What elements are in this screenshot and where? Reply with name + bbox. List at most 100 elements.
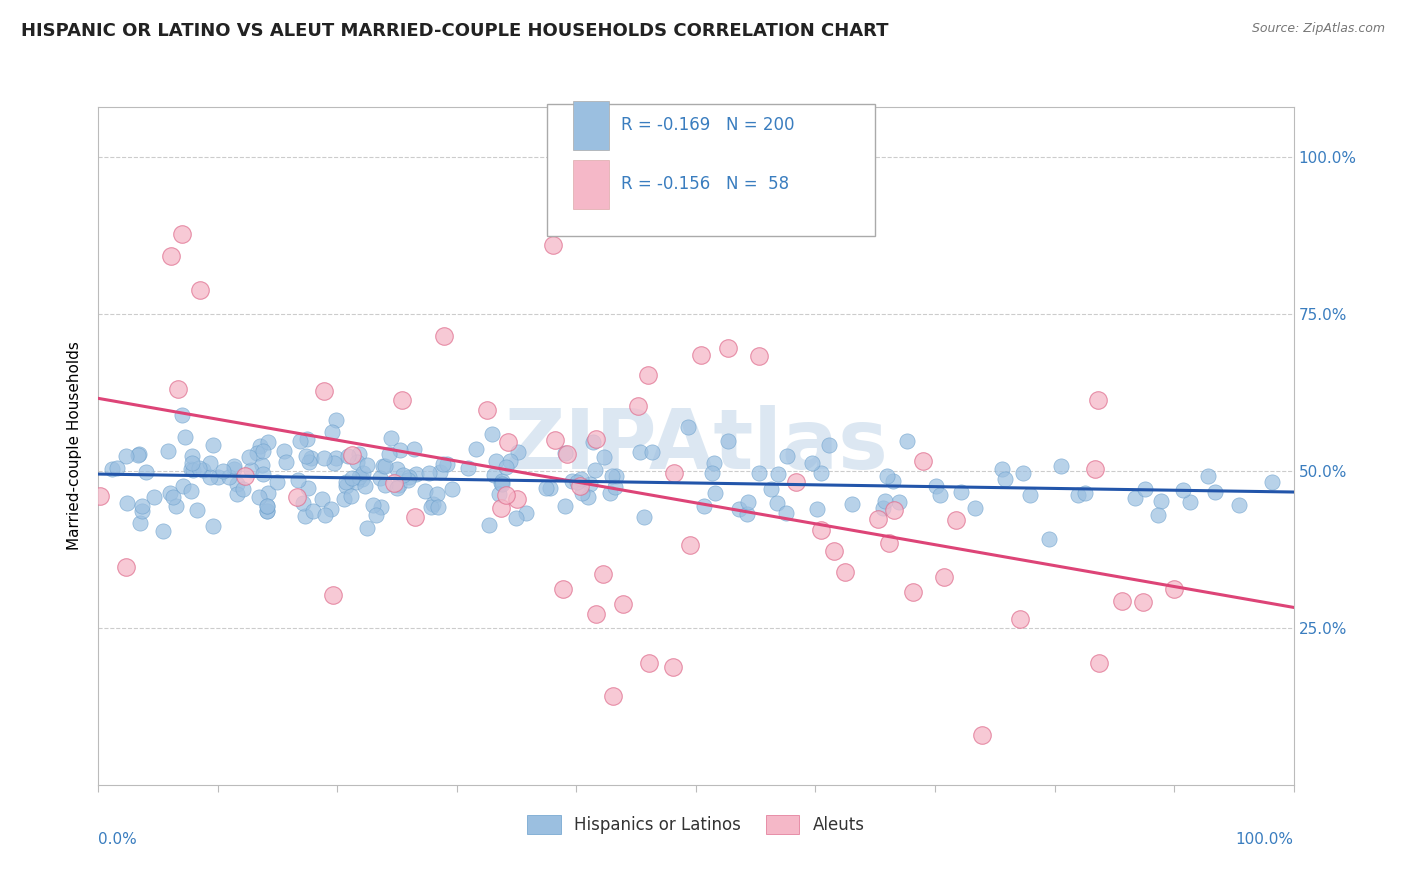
Point	[298, 455, 321, 469]
Point	[638, 657, 661, 671]
Point	[302, 504, 325, 518]
Point	[583, 463, 606, 477]
Point	[340, 489, 363, 503]
Point	[181, 462, 204, 476]
Point	[766, 467, 789, 481]
Point	[737, 495, 759, 509]
Point	[352, 472, 374, 486]
Point	[233, 469, 256, 483]
Point	[218, 470, 240, 484]
Point	[405, 467, 427, 481]
Point	[498, 454, 520, 468]
Point	[1111, 594, 1133, 608]
Point	[489, 500, 512, 515]
Point	[868, 511, 890, 525]
Point	[1171, 483, 1194, 497]
Point	[232, 482, 254, 496]
Point	[368, 471, 391, 485]
Point	[925, 479, 948, 493]
Point	[325, 413, 347, 427]
Point	[312, 384, 335, 398]
Point	[266, 475, 288, 490]
Point	[374, 458, 396, 473]
Point	[872, 501, 894, 516]
Point	[226, 486, 249, 500]
Point	[335, 478, 357, 492]
Point	[335, 475, 357, 489]
Point	[896, 434, 918, 448]
Point	[578, 477, 600, 491]
Point	[250, 458, 273, 472]
Point	[633, 509, 655, 524]
Point	[506, 492, 529, 507]
Point	[662, 660, 685, 674]
Point	[240, 463, 263, 477]
Point	[602, 690, 624, 704]
Point	[515, 506, 537, 520]
Point	[131, 499, 153, 513]
Point	[128, 516, 150, 530]
Point	[426, 487, 449, 501]
Point	[785, 475, 807, 489]
Point	[693, 499, 716, 513]
FancyBboxPatch shape	[547, 103, 876, 235]
Point	[346, 455, 368, 469]
Point	[592, 566, 614, 581]
Point	[1087, 656, 1109, 670]
Point	[152, 524, 174, 538]
Point	[641, 445, 664, 459]
Point	[700, 466, 723, 480]
Point	[311, 491, 333, 506]
Point	[252, 444, 274, 458]
Point	[107, 460, 129, 475]
Point	[191, 463, 214, 477]
Point	[380, 432, 402, 446]
Point	[883, 503, 905, 517]
Point	[1123, 491, 1146, 506]
Point	[882, 475, 904, 489]
Point	[569, 472, 592, 486]
Point	[336, 449, 359, 463]
Point	[1197, 468, 1219, 483]
Text: Source: ZipAtlas.com: Source: ZipAtlas.com	[1251, 22, 1385, 36]
Point	[135, 465, 157, 479]
Point	[402, 442, 425, 457]
Point	[249, 439, 271, 453]
Point	[382, 475, 405, 490]
Point	[256, 504, 278, 518]
Point	[211, 464, 233, 478]
Point	[949, 485, 972, 500]
Point	[238, 450, 260, 464]
Point	[1132, 595, 1154, 609]
Point	[340, 471, 363, 485]
Point	[1084, 462, 1107, 476]
Point	[810, 467, 832, 481]
Point	[679, 538, 702, 552]
Point	[565, 475, 588, 490]
Point	[188, 283, 211, 297]
Point	[576, 490, 599, 504]
Point	[592, 450, 614, 464]
Point	[1150, 494, 1173, 508]
Point	[823, 544, 845, 558]
Point	[198, 469, 221, 483]
Point	[292, 496, 315, 510]
Point	[889, 495, 911, 509]
Point	[903, 585, 925, 599]
Point	[170, 408, 193, 422]
Point	[340, 448, 363, 462]
Point	[247, 490, 270, 504]
Point	[344, 475, 367, 489]
Point	[585, 607, 607, 621]
FancyBboxPatch shape	[572, 101, 609, 150]
Point	[554, 499, 576, 513]
Point	[314, 508, 336, 522]
Point	[256, 499, 278, 513]
Point	[748, 349, 770, 363]
Point	[994, 472, 1017, 486]
Point	[391, 392, 413, 407]
Point	[156, 443, 179, 458]
Point	[252, 467, 274, 481]
Point	[662, 466, 685, 480]
Point	[433, 329, 456, 343]
